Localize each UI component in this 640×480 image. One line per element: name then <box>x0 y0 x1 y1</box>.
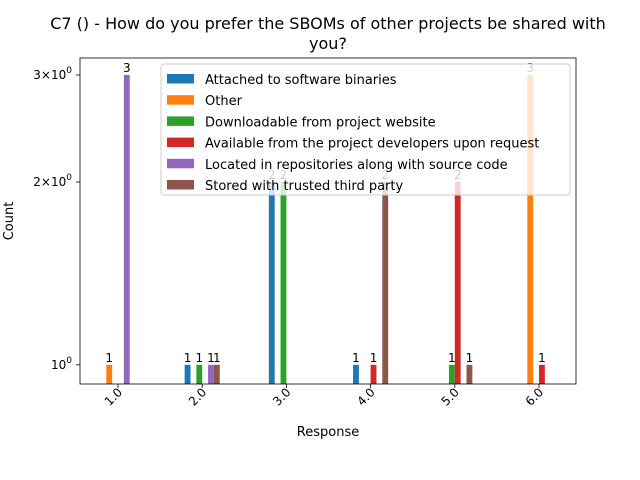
bar-available-from-the-project-developers-upon-request-4-0 <box>370 364 377 384</box>
x-axis-label: Response <box>297 425 359 440</box>
data-label: 1 <box>105 351 113 365</box>
data-label: 1 <box>370 351 378 365</box>
legend-entry-label: Other <box>205 94 243 109</box>
legend-entry-label: Attached to software binaries <box>205 73 397 88</box>
legend-swatch <box>167 95 194 105</box>
bars <box>106 75 545 384</box>
x-tick-label: 6.0 <box>523 385 546 408</box>
data-label: 1 <box>213 351 221 365</box>
legend-swatch <box>167 137 194 148</box>
legend-entry-label: Downloadable from project website <box>205 115 436 130</box>
legend-entry-label: Available from the project developers up… <box>205 137 539 152</box>
legend-swatch <box>167 74 194 84</box>
x-tick-label: 4.0 <box>354 385 377 408</box>
bar-other-1-0 <box>106 364 113 384</box>
bar-attached-to-software-binaries-3-0 <box>268 181 275 384</box>
bar-downloadable-from-project-website-5-0 <box>448 364 455 384</box>
bar-attached-to-software-binaries-2-0 <box>184 364 191 384</box>
x-tick-label: 2.0 <box>186 385 209 408</box>
data-label: 1 <box>352 351 360 365</box>
x-tick-label: 1.0 <box>102 385 125 408</box>
legend-box <box>160 63 571 196</box>
data-label: 3 <box>123 61 131 75</box>
data-label: 1 <box>538 351 546 365</box>
axes-frame <box>79 57 577 385</box>
bar-located-in-repositories-along-with-source-code-2-0 <box>208 364 214 384</box>
bar-available-from-the-project-developers-upon-request-5-0 <box>454 181 461 384</box>
bar-attached-to-software-binaries-4-0 <box>353 364 359 384</box>
data-label: 1 <box>195 351 203 365</box>
y-tick-label: 3×100 <box>33 66 72 82</box>
x-tick-label: 3.0 <box>270 385 293 408</box>
data-label: 1 <box>466 351 474 365</box>
legend-swatch <box>167 116 194 126</box>
bar-stored-with-trusted-third-party-5-0 <box>466 364 473 384</box>
legend-entry-label: Located in repositories along with sourc… <box>205 158 508 173</box>
bar-located-in-repositories-along-with-source-code-1-0 <box>123 75 130 384</box>
data-label: 1 <box>207 351 215 365</box>
y-tick-label: 2×100 <box>33 173 72 189</box>
bar-downloadable-from-project-website-3-0 <box>280 181 287 384</box>
legend-swatch <box>167 180 194 190</box>
chart-title-line1: C7 () - How do you prefer the SBOMs of o… <box>50 14 606 33</box>
legend-entry-label: Stored with trusted third party <box>205 179 403 194</box>
chart-title-line2: you? <box>309 34 347 53</box>
x-tick-label: 5.0 <box>439 385 462 408</box>
y-axis-label: Count <box>2 202 17 241</box>
bar-available-from-the-project-developers-upon-request-6-0 <box>539 364 545 384</box>
data-label: 1 <box>448 351 456 365</box>
bar-other-6-0 <box>527 75 534 384</box>
legend: Attached to software binaries Other Downlo… <box>160 63 571 196</box>
y-tick-label: 100 <box>51 356 72 372</box>
bar-stored-with-trusted-third-party-2-0 <box>213 364 220 384</box>
legend-swatch <box>167 158 194 169</box>
bar-stored-with-trusted-third-party-4-0 <box>382 181 389 384</box>
data-label: 1 <box>184 351 192 365</box>
bar-downloadable-from-project-website-2-0 <box>196 364 203 384</box>
